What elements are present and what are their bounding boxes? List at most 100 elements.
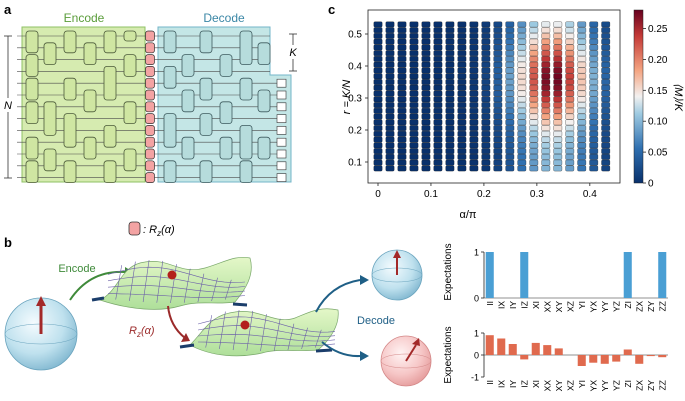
measurement-box [276, 161, 287, 171]
heatmap-cell [529, 119, 539, 126]
latent-surface-2 [189, 308, 339, 357]
heatmap-cell [421, 125, 431, 131]
colorbar-tick-label: 0.20 [648, 55, 668, 66]
heatmap-cell [373, 159, 383, 166]
encode-title: Encode [64, 11, 105, 25]
bar-category-label: YY [600, 380, 610, 392]
bar-category-label: YZ [611, 301, 621, 312]
circuit-gate [181, 54, 195, 77]
heatmap-cell [481, 21, 491, 28]
colorbar-tick-label: 0 [648, 179, 654, 190]
rz-arrow-label: Rz(α) [129, 325, 155, 339]
latent-surface-1 [99, 256, 252, 310]
heatmap-cell [397, 102, 407, 108]
circuit-gate [25, 30, 39, 54]
heatmap-cell [601, 113, 611, 120]
heatmap-cell [397, 50, 407, 57]
heatmap-cell [541, 33, 551, 39]
heatmap-cell [397, 61, 407, 68]
circuit-gate [163, 30, 177, 54]
heatmap-cell [517, 44, 527, 51]
heatmap-cell [505, 67, 515, 74]
bar-category-label: ZZ [657, 380, 667, 390]
heatmap-cell [565, 90, 575, 97]
circuit-gate [123, 54, 137, 77]
heatmap-ytick-label: 0.4 [348, 62, 362, 73]
heatmap-cell [553, 44, 563, 51]
rz-gate [145, 66, 155, 77]
heatmap-cell [481, 38, 491, 45]
circuit-gate [43, 42, 57, 65]
heatmap-cell [445, 61, 455, 68]
circuit-gate [103, 66, 117, 101]
heatmap-cell [553, 154, 563, 160]
heatmap-cell [553, 21, 563, 28]
heatmap-cell [397, 136, 407, 143]
heatmap-cells [373, 21, 611, 172]
heatmap-cell [529, 73, 539, 80]
bar-ytick-label: 1 [474, 329, 479, 339]
circuit-gate [239, 160, 253, 184]
heatmap-cell [481, 165, 491, 172]
circuit-gate [103, 30, 117, 54]
heatmap-cell [541, 148, 551, 154]
heatmap-cell [445, 44, 455, 51]
heatmap-cell [373, 27, 383, 34]
heatmap-cell [445, 27, 455, 34]
heatmap-cell [397, 119, 407, 126]
heatmap-cell [529, 61, 539, 68]
heatmap-cell [493, 96, 503, 103]
heatmap-cell [577, 38, 587, 45]
measurement-box [276, 78, 287, 88]
heatmap-cell [373, 79, 383, 85]
heatmap-cell [505, 38, 515, 45]
measurement-box [276, 173, 287, 182]
heatmap-cell [601, 79, 611, 85]
heatmap-cell [517, 79, 527, 85]
heatmap-cell [529, 44, 539, 51]
expectation-bar [520, 252, 529, 298]
circuit-gate [199, 160, 213, 184]
circuit-gate [181, 136, 195, 160]
heatmap-cell [565, 61, 575, 68]
decode-arrow-label: Decode [357, 315, 395, 327]
heatmap-cell [445, 67, 455, 74]
heatmap-cell [493, 130, 503, 137]
heatmap-cell [601, 44, 611, 51]
heatmap-cell [445, 73, 455, 80]
heatmap-cell [601, 142, 611, 149]
k-label: K [289, 47, 297, 59]
heatmap-cell [517, 136, 527, 143]
heatmap-cell [541, 125, 551, 131]
heatmap-cell [601, 107, 611, 114]
heatmap-cell [541, 107, 551, 114]
heatmap-cell [373, 38, 383, 45]
heatmap-cell [457, 21, 467, 28]
heatmap-cell [565, 154, 575, 160]
rz-legend-swatch [128, 221, 141, 236]
heatmap-cell [397, 130, 407, 137]
heatmap-cell [589, 56, 599, 62]
heatmap-cell [397, 38, 407, 45]
heatmap-cell [517, 67, 527, 74]
measurement-box [276, 90, 287, 100]
heatmap-cell [553, 84, 563, 91]
heatmap-cell [457, 102, 467, 108]
heatmap-ytick-label: 0.1 [348, 158, 362, 169]
heatmap-cell [373, 50, 383, 57]
heatmap-cell [409, 33, 419, 39]
heatmap-cell [469, 27, 479, 34]
heatmap-cell [505, 61, 515, 68]
heatmap-cell [469, 125, 479, 131]
heatmap-cell [373, 165, 383, 172]
rz-gate [145, 30, 155, 42]
heatmap-cell [577, 56, 587, 62]
heatmap-cell [385, 130, 395, 137]
heatmap-cell [553, 113, 563, 120]
heatmap-cell [469, 165, 479, 172]
bar-category-label: IY [508, 301, 518, 309]
heatmap-cell [397, 27, 407, 34]
heatmap-cell [541, 67, 551, 74]
heatmap-cell [493, 113, 503, 120]
heatmap-cell [589, 148, 599, 154]
